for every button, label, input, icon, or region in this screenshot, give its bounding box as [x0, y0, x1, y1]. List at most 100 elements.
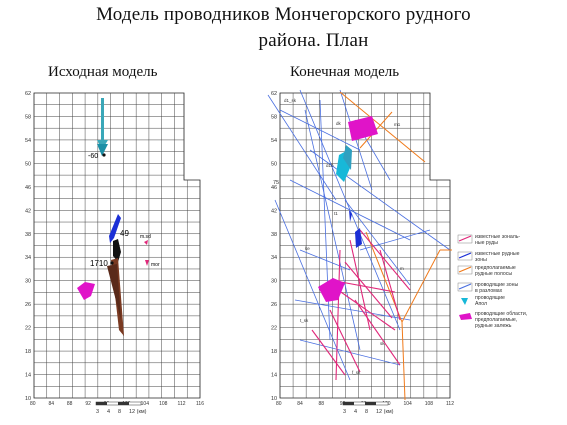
right-ytick-label: 54 [271, 138, 277, 144]
right-y-axis: 62 58 54 50 46 42 38 34 30 26 22 18 14 10 [271, 91, 277, 402]
right-label-75: 75 [273, 180, 279, 186]
right-label-j: f_sk [352, 370, 361, 375]
left-y-axis: 62 58 54 50 46 42 38 34 30 26 22 18 14 10 [25, 91, 31, 402]
left-scale-ticks: 3 4 8 12 (км) [96, 409, 147, 415]
right-label-h: t_sk [300, 318, 309, 323]
left-ytick-label: 58 [25, 114, 31, 120]
left-ytick-label: 38 [25, 232, 31, 238]
scale-tick-label: 3 [96, 409, 99, 415]
left-label-msd: m.sd [140, 234, 151, 240]
left-label-60: -60 [88, 153, 98, 160]
scale-tick-label: 12 (км) [129, 409, 147, 415]
left-ytick-label: 46 [25, 185, 31, 191]
left-pink-mark2 [145, 260, 149, 266]
left-scale-bar [95, 401, 142, 406]
right-magenta-body-top [348, 116, 378, 141]
right-ytick-label: 50 [271, 161, 277, 167]
figure-title-line2: района. План [258, 30, 369, 51]
right-ytick-label: 58 [271, 114, 277, 120]
right-scale-ticks: 3 4 8 12 (км) [343, 409, 394, 415]
right-xtick-label: 112 [446, 401, 454, 407]
left-ytick-label: 50 [25, 161, 31, 167]
left-xtick-label: 88 [67, 401, 73, 407]
legend-swatch [458, 252, 472, 259]
right-label-g: m [400, 266, 404, 271]
left-label-1710: 1710 [90, 259, 108, 268]
right-ytick-label: 10 [271, 396, 277, 402]
left-xtick-label: 104 [141, 401, 150, 407]
left-xtick-label: 92 [85, 401, 91, 407]
left-ytick-label: 42 [25, 208, 31, 214]
right-xtick-label: 88 [319, 401, 325, 407]
left-ytick-label: 54 [25, 138, 31, 144]
scale-tick-label: 3 [343, 409, 346, 415]
left-xtick-label: 84 [48, 401, 54, 407]
left-xtick-label: 80 [30, 401, 36, 407]
right-ytick-label: 46 [271, 185, 277, 191]
legend-item: предполагаемые рудные полосы [475, 265, 516, 277]
right-ytick-label: 62 [271, 91, 277, 97]
left-ytick-label: 14 [25, 373, 31, 379]
legend-swatch [458, 266, 472, 273]
right-ytick-label: 38 [271, 232, 277, 238]
left-magenta-body [77, 282, 95, 300]
left-ytick-label: 62 [25, 91, 31, 97]
right-ytick-label: 30 [271, 279, 277, 285]
left-xtick-label: 116 [196, 401, 204, 407]
left-point-1710 [110, 261, 114, 265]
legend-item: проводящие области, предполагаемые, рудн… [475, 311, 528, 329]
left-ytick-label: 22 [25, 326, 31, 332]
right-scale-bar [342, 401, 389, 406]
right-magenta-body-left [318, 278, 345, 302]
left-ytick-label: 18 [25, 349, 31, 355]
right-label-f: ke [305, 246, 310, 251]
left-panel-title: Исходная модель [48, 64, 158, 80]
legend-swatch [461, 298, 468, 305]
scale-tick-label: 8 [365, 409, 368, 415]
right-blue-lines [267, 89, 451, 381]
left-grid [33, 92, 201, 399]
left-blue-body [109, 214, 121, 243]
right-ytick-label: 22 [271, 326, 277, 332]
right-cyan-body2 [343, 145, 352, 170]
legend-item: известные рудные зоны [475, 251, 520, 263]
right-outline [279, 92, 451, 399]
right-blue-body [355, 228, 362, 248]
right-ytick-label: 34 [271, 255, 277, 261]
left-xtick-label: 108 [159, 401, 168, 407]
scale-tick-label: 4 [354, 409, 357, 415]
left-cyan-arrow-head [97, 144, 108, 156]
legend-swatch [458, 283, 472, 290]
right-ytick-label: 18 [271, 349, 277, 355]
left-pink-mark [144, 240, 148, 245]
right-xtick-label: 84 [297, 401, 303, 407]
figure-title-line1: Модель проводников Мончегорского рудного [96, 4, 471, 25]
right-panel-title: Конечная модель [290, 64, 400, 80]
legend-swatches [457, 234, 473, 320]
right-ytick-label: 26 [271, 302, 277, 308]
right-label-a: d1_sk [284, 98, 297, 103]
right-xtick-label: 108 [425, 401, 434, 407]
left-xtick-label: 112 [178, 401, 186, 407]
scale-tick-label: 4 [107, 409, 110, 415]
legend-item: известные зональ- ные руды [475, 234, 521, 246]
right-label-b: dk [336, 121, 342, 126]
right-label-c: m1 [394, 122, 401, 127]
left-ytick-label: 26 [25, 302, 31, 308]
left-label-mor: mor [151, 262, 160, 268]
right-blue-body2 [349, 210, 352, 222]
scale-tick-label: 8 [118, 409, 121, 415]
right-ytick-label: 14 [271, 373, 277, 379]
left-point-60 [102, 153, 106, 157]
left-ytick-label: 10 [25, 396, 31, 402]
left-ytick-label: 34 [25, 255, 31, 261]
right-label-e: t1 [334, 211, 338, 216]
right-xtick-label: 104 [404, 401, 413, 407]
right-xtick-label: 92 [340, 401, 346, 407]
legend-item: проводящие Апол [475, 295, 505, 307]
legend-item: проводящие зоны в разломах [475, 282, 519, 294]
right-xtick-label: 80 [276, 401, 282, 407]
legend-swatch [458, 235, 472, 242]
right-pink-lines [311, 229, 411, 381]
